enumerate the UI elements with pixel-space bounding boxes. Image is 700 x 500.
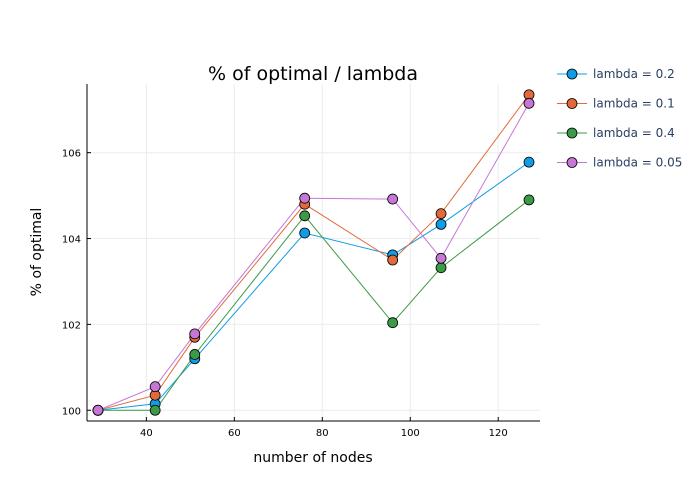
- series-line-3: [97, 103, 530, 411]
- legend-label: lambda = 0.1: [593, 97, 675, 111]
- data-point: [189, 328, 201, 340]
- x-tick-label: 80: [316, 428, 329, 439]
- series-line-2: [98, 199, 530, 411]
- data-point: [523, 194, 535, 206]
- data-point: [387, 193, 399, 205]
- series-points: [92, 89, 535, 416]
- data-point: [435, 208, 447, 220]
- series-line-0: [97, 161, 530, 411]
- data-point: [92, 404, 104, 416]
- legend: lambda = 0.2 lambda = 0.1 lambda = 0.4 lamb…: [557, 67, 682, 170]
- legend-marker: [566, 68, 578, 80]
- data-point: [299, 192, 311, 204]
- data-point: [387, 317, 399, 329]
- y-tick-label: 104: [62, 235, 81, 246]
- y-tick-label: 100: [62, 406, 81, 417]
- legend-marker: [566, 98, 578, 109]
- data-point: [523, 97, 535, 109]
- x-tick-label: 40: [140, 428, 153, 439]
- chart-title: % of optimal / lambda: [208, 63, 418, 85]
- y-tick-label: 102: [62, 320, 81, 331]
- legend-marker: [566, 157, 578, 168]
- data-point: [299, 210, 311, 222]
- x-tick-label: 60: [228, 428, 241, 439]
- data-point: [299, 227, 311, 239]
- y-tick-label: 106: [62, 149, 81, 160]
- data-point: [435, 218, 447, 230]
- axes: [86, 84, 540, 422]
- data-point: [435, 252, 447, 264]
- x-tick-label: 120: [489, 428, 508, 439]
- legend-label: lambda = 0.2: [593, 67, 675, 81]
- x-tick-labels: 40 60 80 100 120: [140, 428, 508, 439]
- data-point: [387, 254, 399, 266]
- y-axis-title: % of optimal: [29, 208, 45, 297]
- data-point: [149, 404, 161, 416]
- data-point: [435, 262, 447, 274]
- x-tick-label: 100: [401, 428, 420, 439]
- series-line-1: [97, 94, 530, 411]
- legend-marker: [566, 127, 578, 139]
- legend-label: lambda = 0.4: [593, 126, 675, 140]
- series-lines: [97, 94, 530, 411]
- x-axis-title: number of nodes: [253, 450, 372, 466]
- grid-lines: [87, 84, 540, 421]
- data-point: [523, 156, 535, 168]
- legend-label: lambda = 0.05: [593, 156, 682, 170]
- data-point: [149, 381, 161, 393]
- y-tick-labels: 100 102 104 106: [62, 149, 81, 418]
- data-point: [189, 349, 201, 360]
